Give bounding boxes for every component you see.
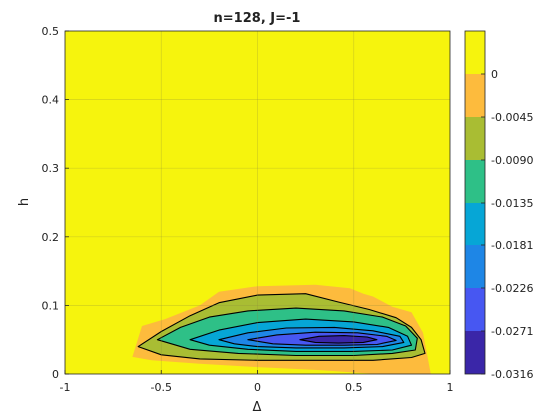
colorbar-tick-label: -0.0135 [491, 197, 533, 210]
y-tick-label: 0 [52, 368, 59, 381]
colorbar-tick-label: -0.0271 [491, 325, 533, 338]
plot-area [64, 30, 451, 375]
colorbar-frame [464, 30, 486, 375]
x-tick-label: -0.5 [151, 381, 172, 394]
x-axis-label: Δ [253, 400, 262, 415]
colorbar-tick-label: -0.0045 [491, 111, 533, 124]
x-tick-label: 1 [447, 381, 454, 394]
colorbar-tick-label: -0.0181 [491, 239, 533, 252]
colorbar-tick-label: -0.0090 [491, 154, 533, 167]
x-tick-label: 0 [254, 381, 261, 394]
chart-title: n=128, J=-1 [214, 11, 301, 26]
colorbar-swatch [465, 117, 485, 160]
contour-fill-layer [137, 293, 426, 361]
contour-level-6 [299, 335, 378, 344]
y-tick-label: 0.1 [42, 299, 60, 312]
colorbar-swatch [465, 288, 485, 331]
colorbar-swatch [465, 245, 485, 288]
colorbar: 0 -0.0045 -0.0090 -0.0135 -0.0181 -0.0226 -0.0… [464, 30, 533, 381]
colorbar-swatch [465, 74, 485, 117]
y-tick-label: 0.3 [42, 162, 60, 175]
y-tick-label: 0.4 [42, 94, 60, 107]
colorbar-swatch [465, 31, 485, 74]
x-tick-label: 0.5 [345, 381, 363, 394]
y-axis-label: h [17, 198, 32, 206]
y-axis-ticks: 0 0.1 0.2 0.3 0.4 0.5 [42, 25, 69, 381]
y-tick-label: 0.5 [42, 25, 60, 38]
colorbar-tick-label: -0.0316 [491, 368, 533, 381]
grid-lines [65, 31, 450, 374]
colorbar-tick-label: 0 [491, 68, 498, 81]
x-axis-ticks: -1 -0.5 0 0.5 1 [60, 370, 454, 394]
colorbar-swatch [465, 331, 485, 374]
colorbar-tick-label: -0.0226 [491, 282, 533, 295]
colorbar-swatch [465, 160, 485, 203]
y-tick-label: 0.2 [42, 231, 60, 244]
colorbar-swatch [465, 203, 485, 245]
x-tick-label: -1 [60, 381, 71, 394]
